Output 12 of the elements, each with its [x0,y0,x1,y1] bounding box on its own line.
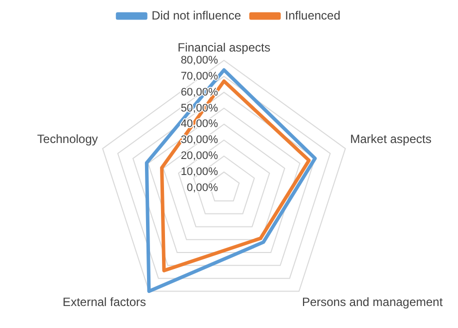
y-tick-label: 80,00% [180,54,218,66]
spoke-label: Financial aspects [178,40,270,55]
spoke-label: Market aspects [350,132,432,146]
legend-label: Did not influence [152,8,242,22]
legend-label: Influenced [285,8,340,22]
spoke-label: Persons and management [302,294,444,309]
y-tick-label: 70,00% [180,70,218,82]
y-tick-label: 20,00% [180,150,218,162]
y-tick-label: 10,00% [180,166,218,178]
y-tick-label: 0,00% [186,182,218,194]
spoke-label: Technology [37,132,98,146]
spoke-label: External factors [62,294,146,309]
